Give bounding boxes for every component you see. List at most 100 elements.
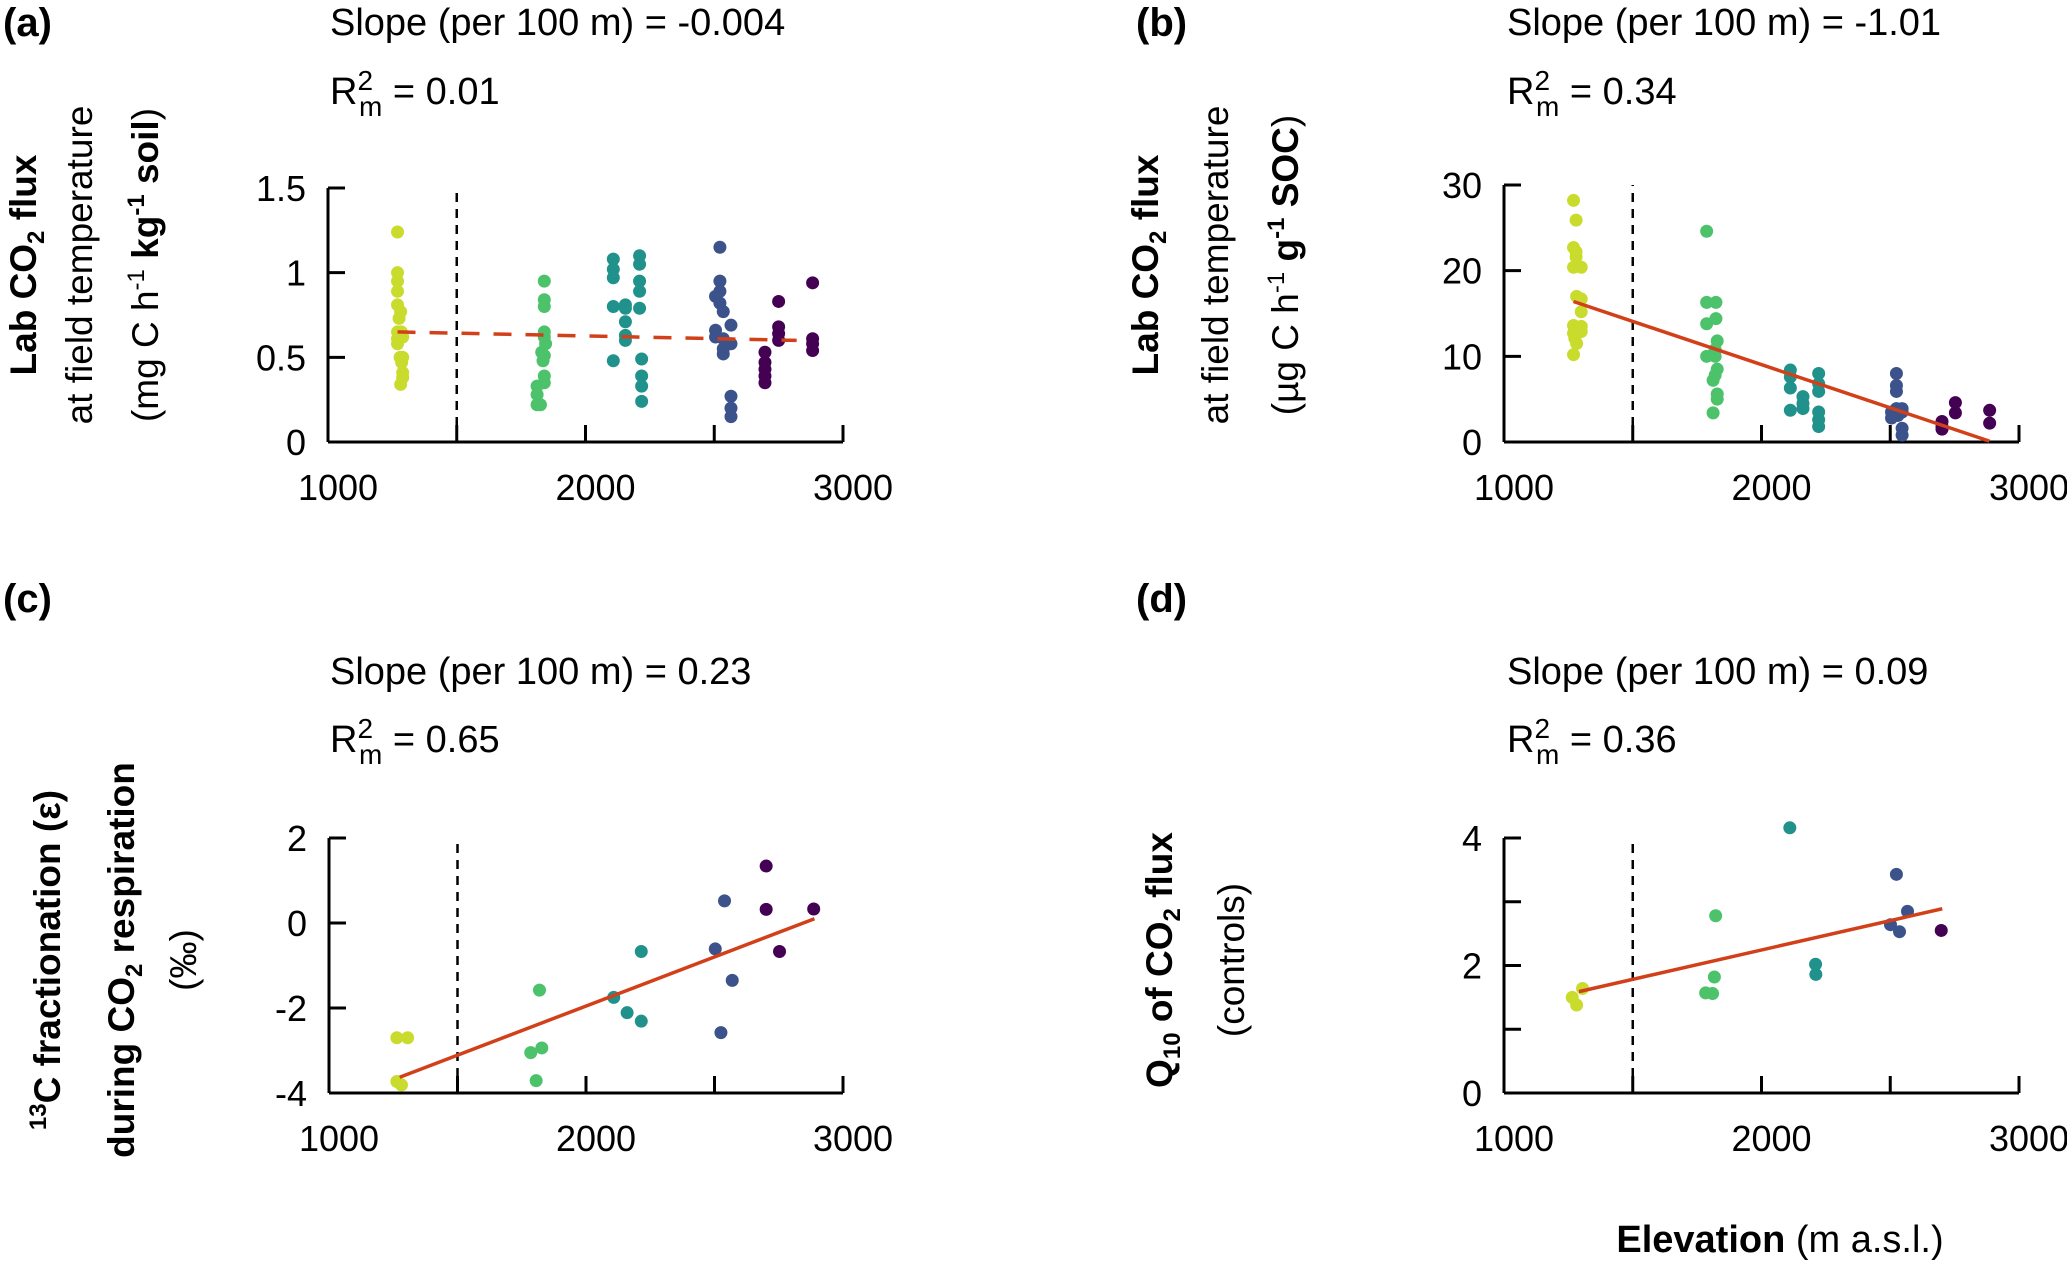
y-tick-label: 1.5	[256, 168, 306, 209]
y-axis-label-line: (mg C h-1 kg-1 soil)	[123, 108, 166, 422]
data-point	[618, 315, 632, 329]
y-axis-label-part: of CO	[1139, 921, 1180, 1032]
x-tick-label: 1000	[1474, 1118, 1554, 1159]
data-point	[758, 376, 772, 390]
data-point	[1983, 403, 1997, 417]
data-point	[633, 257, 647, 271]
x-tick-label: 1000	[1474, 467, 1554, 508]
data-point	[537, 274, 551, 288]
data-point	[635, 369, 649, 383]
data-point	[1706, 987, 1720, 1001]
r2-value: = 0.65	[382, 719, 499, 761]
data-point	[759, 902, 773, 916]
data-point	[635, 379, 649, 393]
data-point	[533, 398, 547, 412]
r2-annotation: R2 m = 0.65	[330, 713, 500, 770]
data-point	[1889, 384, 1903, 398]
y-axis-label-part: 2	[1159, 908, 1186, 921]
x-tick-label: 1000	[299, 1118, 379, 1159]
y-axis-label-part: 2	[121, 964, 148, 977]
y-tick-label: -2	[275, 988, 307, 1029]
trend-line	[397, 330, 797, 343]
data-point	[1783, 403, 1797, 417]
data-point	[1812, 384, 1826, 398]
data-point	[1809, 967, 1823, 981]
x-tick-label: 2000	[1731, 1118, 1811, 1159]
y-axis-label-part: during CO	[101, 977, 142, 1158]
x-tick-label: 2000	[1731, 467, 1811, 508]
data-point	[1948, 406, 1962, 420]
data-point	[391, 284, 405, 298]
trend-line	[1578, 907, 1943, 994]
panel-label: (c)	[3, 577, 52, 621]
data-point	[1895, 428, 1909, 442]
y-axis-label-part: kg	[125, 216, 166, 269]
data-point	[724, 389, 738, 403]
y-axis-label-part: at field temperature	[59, 106, 100, 425]
y-axis-label-line: Q10 of CO2 flux	[1139, 832, 1186, 1088]
data-point	[530, 388, 544, 402]
r2-superscript: 2	[357, 65, 373, 96]
data-point	[806, 276, 820, 290]
r2-subscript: m	[1536, 91, 1559, 122]
y-tick-label: 0	[286, 422, 306, 463]
data-point	[606, 271, 620, 285]
data-point	[1709, 909, 1723, 923]
y-axis-label-part: -1	[123, 194, 150, 215]
y-axis-label-line: at field temperature	[59, 106, 100, 425]
data-point	[536, 354, 550, 368]
y-axis-label-part: -1	[1263, 272, 1290, 293]
data-point	[1885, 411, 1899, 425]
data-point	[1812, 420, 1826, 434]
y-axis-label-line: 13C fractionation (ε)	[25, 790, 68, 1130]
y-axis-label-part: Lab CO	[1125, 244, 1166, 376]
data-point	[1934, 923, 1948, 937]
data-point	[716, 305, 730, 319]
r2-value: = 0.36	[1559, 719, 1676, 761]
r2-superscript: 2	[1534, 713, 1550, 744]
data-point	[532, 983, 546, 997]
y-axis-label-line: Lab CO2 flux	[1125, 154, 1172, 375]
y-axis-label-line: Lab CO2 flux	[3, 154, 50, 375]
data-point	[724, 410, 738, 424]
panel-label: (d)	[1136, 577, 1187, 621]
r2-annotation: R2 m = 0.34	[1507, 65, 1677, 122]
y-tick-label: 30	[1442, 165, 1482, 206]
y-axis-label-part: Lab CO	[3, 244, 44, 376]
data-point	[725, 973, 739, 987]
data-point	[390, 1031, 404, 1045]
data-point	[1809, 957, 1823, 971]
r2-superscript: 2	[357, 713, 373, 744]
data-point	[1706, 406, 1720, 420]
data-point	[391, 225, 405, 239]
data-point	[633, 274, 647, 288]
data-point	[1706, 373, 1720, 387]
points	[391, 225, 820, 424]
data-point	[391, 274, 405, 288]
data-point	[1569, 213, 1583, 227]
y-axis-label-line: (µg C h-1 g-1 SOC)	[1263, 115, 1306, 415]
y-axis-label-part: )	[1265, 115, 1306, 127]
y-axis-label-part: flux	[1125, 154, 1166, 230]
data-point	[1700, 295, 1714, 309]
data-point	[1570, 998, 1584, 1012]
data-point	[394, 1078, 408, 1092]
data-point	[758, 345, 772, 359]
data-point	[1567, 193, 1581, 207]
data-point	[634, 1014, 648, 1028]
y-axis-label-part: SOC	[1265, 127, 1306, 217]
data-point	[633, 284, 647, 298]
data-point	[618, 301, 632, 315]
x-axis-label: Elevation (m a.s.l.)	[1616, 1219, 1943, 1261]
slope-annotation: Slope (per 100 m) = 0.23	[330, 651, 751, 693]
data-point	[807, 902, 821, 916]
data-point	[1796, 402, 1810, 416]
data-point	[1567, 348, 1581, 362]
y-axis-label-part: g	[1265, 239, 1306, 272]
y-axis-label-part: (controls)	[1211, 883, 1252, 1037]
y-tick-label: 0.5	[256, 337, 306, 378]
y-axis-label-line: (controls)	[1211, 883, 1252, 1037]
data-point	[1710, 392, 1724, 406]
